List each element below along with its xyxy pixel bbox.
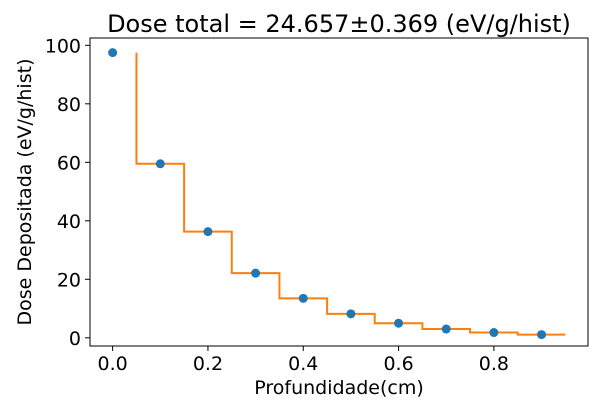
x-axis-label: Profundidade(cm) xyxy=(254,377,424,399)
data-point xyxy=(251,268,261,278)
y-tick-label: 40 xyxy=(57,211,81,233)
y-tick-label: 100 xyxy=(45,35,81,57)
data-point xyxy=(394,318,404,328)
x-tick-label: 0.8 xyxy=(479,353,509,375)
data-point xyxy=(155,159,165,169)
x-tick-label: 0.0 xyxy=(98,353,128,375)
y-tick-label: 60 xyxy=(57,152,81,174)
y-tick-label: 80 xyxy=(57,94,81,116)
plot-marks xyxy=(108,48,566,340)
data-point xyxy=(346,309,356,319)
data-point xyxy=(489,328,499,338)
x-tick-label: 0.6 xyxy=(383,353,413,375)
data-point xyxy=(537,330,547,340)
plot-frame xyxy=(89,37,589,347)
data-point xyxy=(441,324,451,334)
data-point xyxy=(203,227,213,237)
chart-title: Dose total = 24.657±0.369 (eV/g/hist) xyxy=(107,10,571,38)
data-point xyxy=(298,293,308,303)
y-tick-label: 20 xyxy=(57,269,81,291)
data-point xyxy=(108,48,118,58)
y-tick-label: 0 xyxy=(69,328,81,350)
y-axis-label: Dose Depositada (eV/g/hist) xyxy=(14,59,36,326)
y-axis: 0 20 40 60 80 100 xyxy=(45,35,90,350)
x-axis: 0.0 0.2 0.4 0.6 0.8 xyxy=(98,346,509,375)
x-tick-label: 0.4 xyxy=(288,353,318,375)
step-line xyxy=(135,52,566,336)
x-tick-label: 0.2 xyxy=(193,353,223,375)
